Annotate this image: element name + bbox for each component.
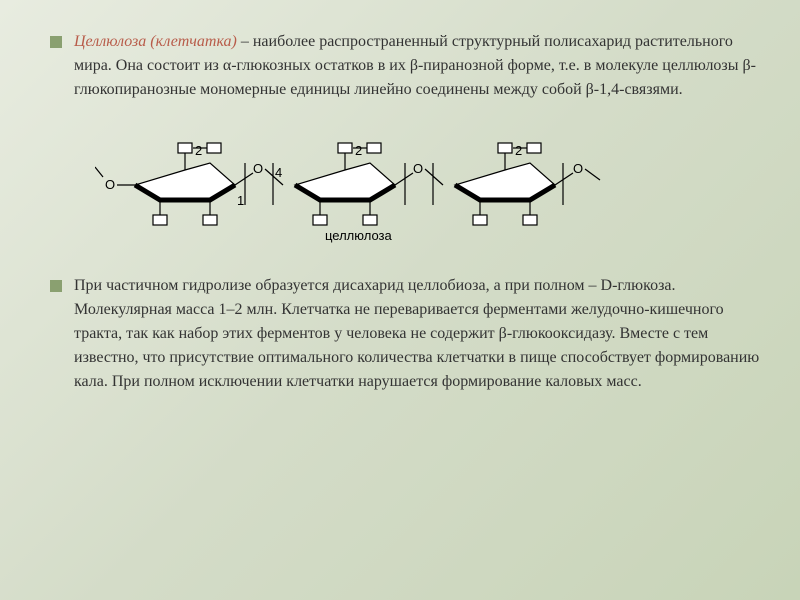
- svg-text:O: O: [105, 177, 115, 192]
- structure-diagram: 2 O O 1 4 2: [50, 120, 760, 250]
- c2-label-2: 2: [355, 143, 362, 158]
- term-title: Целлюлоза (клетчатка): [74, 33, 237, 50]
- c2-label-3: 2: [515, 143, 522, 158]
- paragraph-1: Целлюлоза (клетчатка) – наиболее распрос…: [50, 30, 760, 102]
- paragraph-2-text: При частичном гидролизе образуется дисах…: [74, 274, 760, 394]
- paragraph-1-text: Целлюлоза (клетчатка) – наиболее распрос…: [74, 30, 760, 102]
- diagram-caption: целлюлоза: [325, 228, 393, 243]
- bullet-icon: [50, 36, 62, 48]
- bullet-icon: [50, 280, 62, 292]
- svg-text:O: O: [253, 161, 263, 176]
- paragraph-2: При частичном гидролизе образуется дисах…: [50, 274, 760, 394]
- c2-label: 2: [195, 143, 202, 158]
- svg-text:O: O: [413, 161, 423, 176]
- linkage-1: 1: [237, 193, 244, 208]
- cellulose-structure-svg: 2 O O 1 4 2: [95, 120, 715, 250]
- linkage-4: 4: [275, 165, 282, 180]
- svg-text:O: O: [573, 161, 583, 176]
